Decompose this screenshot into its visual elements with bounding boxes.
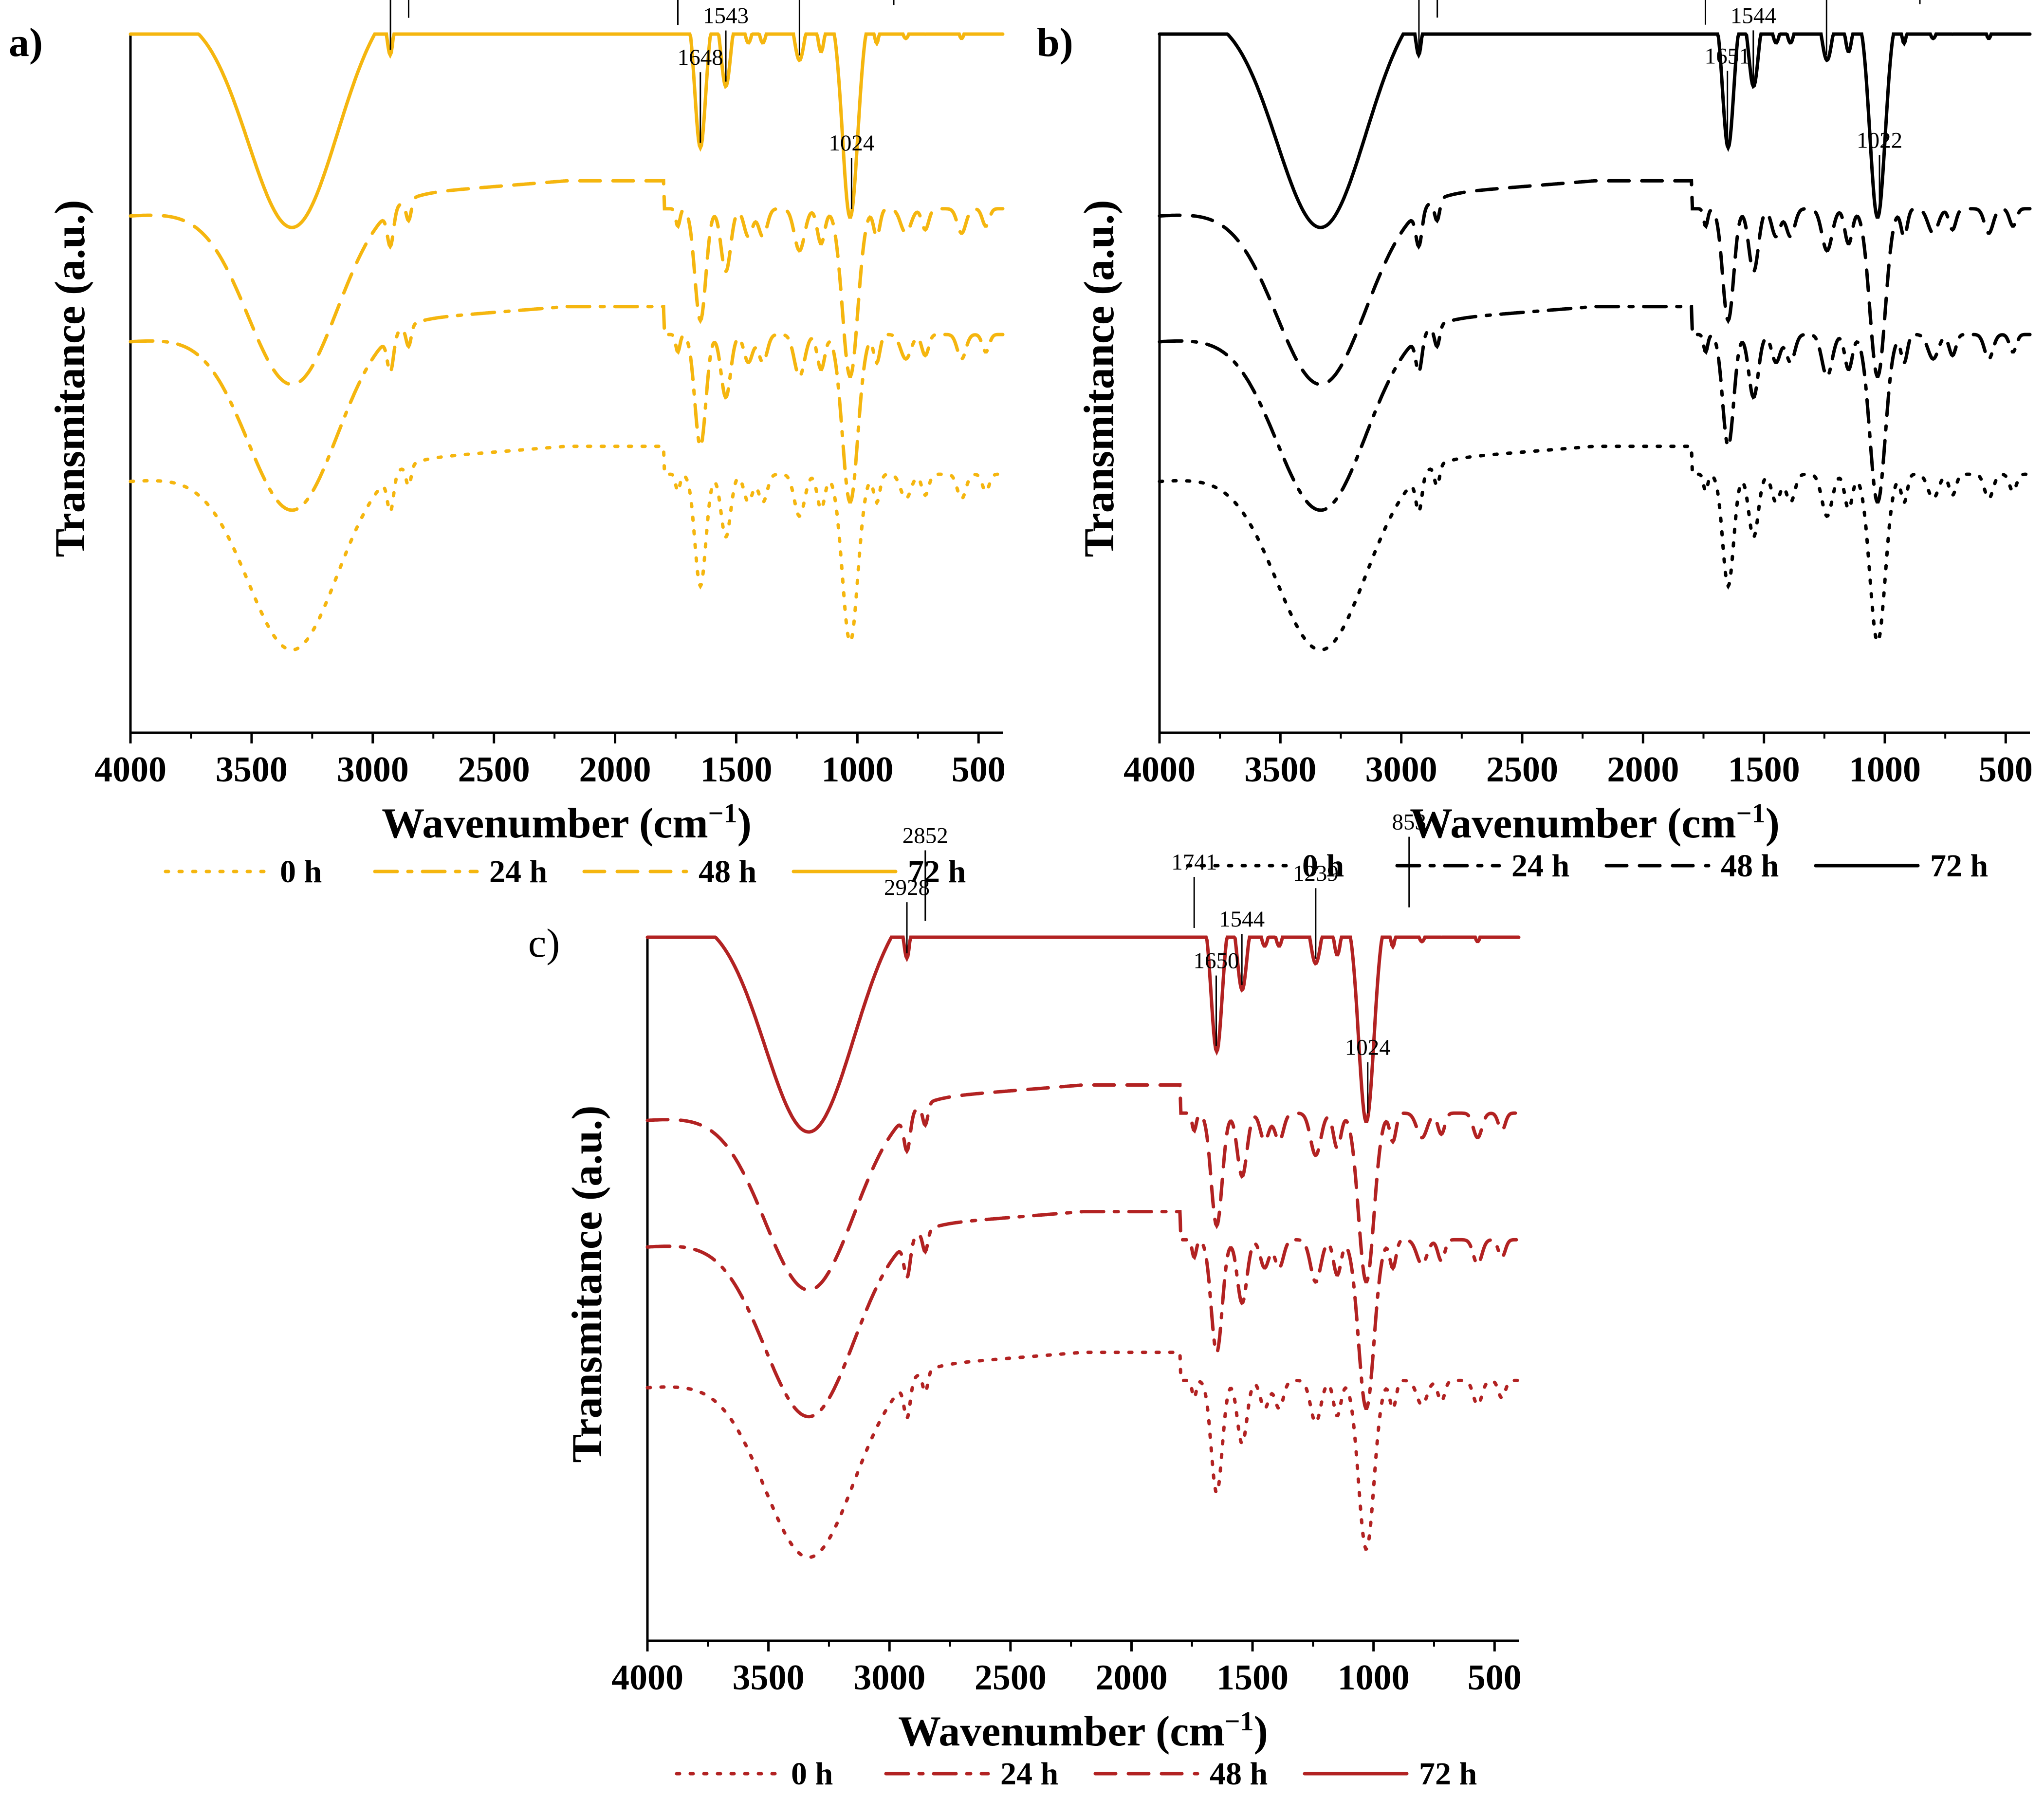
x-tick-label: 1000	[1338, 1658, 1410, 1698]
x-tick-label: 500	[1468, 1658, 1522, 1698]
legend-entry: 0 h	[280, 854, 322, 890]
peak-label: 2928	[884, 875, 930, 900]
peak-label: 1024	[1345, 1035, 1391, 1060]
peak-label: 853	[1392, 810, 1427, 835]
peak-label: 1543	[703, 3, 749, 29]
x-tick-label: 4000	[611, 1658, 683, 1698]
x-tick-label: 4000	[94, 750, 166, 790]
series-line-48h	[1158, 179, 2032, 387]
x-axis-label: Wavenumber (cm−1)	[382, 798, 752, 847]
series-line-72h	[1158, 32, 2032, 229]
series-line-24h	[1158, 305, 2032, 512]
x-tick-label: 2000	[1607, 750, 1679, 790]
series-line-0h	[645, 1351, 1521, 1559]
series-line-72h	[129, 32, 1005, 229]
x-tick-label: 500	[1979, 750, 2033, 790]
peak-label: 1741	[1171, 850, 1217, 875]
x-tick-label: 3000	[1365, 750, 1437, 790]
x-tick-label: 3500	[1244, 750, 1316, 790]
series-line-24h	[645, 1210, 1521, 1419]
series-line-48h	[645, 1083, 1521, 1292]
legend-entry: 24 h	[1000, 1756, 1058, 1792]
x-tick-label: 3000	[337, 750, 409, 790]
peak-label: 1024	[829, 130, 874, 156]
legend-entry: 72 h	[1930, 848, 1988, 884]
legend-entry: 48 h	[699, 854, 756, 890]
legend-entry: 72 h	[908, 854, 966, 890]
legend-entry: 48 h	[1210, 1756, 1268, 1792]
x-tick-label: 1000	[1849, 750, 1921, 790]
x-tick-label: 2500	[458, 750, 530, 790]
x-tick-label: 4000	[1123, 750, 1196, 790]
legend-entry: 0 h	[791, 1756, 833, 1792]
x-tick-label: 1500	[1728, 750, 1800, 790]
x-axis-label: Wavenumber (cm−1)	[898, 1706, 1268, 1755]
series-line-24h	[129, 305, 1005, 512]
legend-entry: 24 h	[489, 854, 547, 890]
panel-label: c)	[528, 921, 560, 966]
peak-label: 1544	[1219, 907, 1265, 932]
x-tick-label: 2500	[1486, 750, 1558, 790]
peak-label: 1239	[1293, 861, 1339, 886]
peak-label: 1022	[1857, 128, 1902, 153]
y-axis-label: Transmitance (a.u.)	[1076, 200, 1123, 557]
x-tick-label: 1500	[1216, 1658, 1289, 1698]
series-line-72h	[645, 935, 1521, 1134]
chart-panel-2: 4000 3500 3000 2500 2000 1500 1000 500 Wavenumbe…	[528, 810, 1522, 1792]
x-tick-label: 3500	[733, 1658, 805, 1698]
x-tick-label: 2000	[579, 750, 651, 790]
x-tick-label: 2000	[1095, 1658, 1167, 1698]
x-tick-label: 3500	[216, 750, 288, 790]
peak-label: 1650	[1193, 948, 1239, 974]
panel-label: b)	[1037, 20, 1073, 65]
panel-label: a)	[9, 20, 43, 65]
x-tick-label: 500	[952, 750, 1006, 790]
x-tick-label: 1000	[821, 750, 893, 790]
chart-panel-1: 4000 3500 3000 2500 2000 1500 1000 500 Wavenumbe…	[1037, 0, 2033, 884]
legend-entry: 48 h	[1721, 848, 1779, 884]
x-axis-label: Wavenumber (cm−1)	[1410, 798, 1780, 847]
chart-panel-0: 4000 3500 3000 2500 2000 1500 1000 500 Wavenumbe…	[9, 0, 1006, 890]
peak-label: 1648	[678, 45, 723, 70]
y-axis-label: Transmitance (a.u.)	[47, 200, 94, 557]
x-tick-label: 2500	[975, 1658, 1047, 1698]
legend-entry: 24 h	[1511, 848, 1569, 884]
series-line-0h	[129, 445, 1005, 652]
peak-label: 2852	[902, 823, 948, 848]
peak-label: 1544	[1731, 3, 1776, 28]
x-tick-label: 1500	[700, 750, 772, 790]
series-line-0h	[1158, 445, 2032, 652]
x-tick-label: 3000	[853, 1658, 925, 1698]
peak-label: 1651	[1705, 44, 1750, 69]
y-axis-label: Transmitance (a.u.)	[564, 1105, 611, 1463]
legend-entry: 0 h	[1302, 848, 1344, 884]
series-line-48h	[129, 179, 1005, 387]
legend-entry: 72 h	[1419, 1756, 1477, 1792]
